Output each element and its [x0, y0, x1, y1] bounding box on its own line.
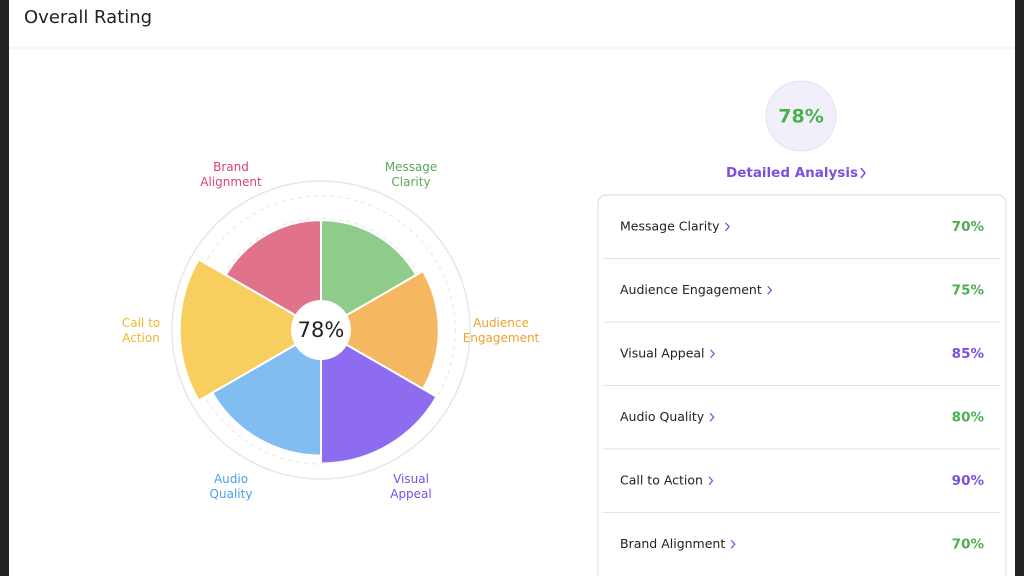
row-label[interactable]: Audience Engagement — [620, 282, 762, 297]
chevron — [725, 222, 730, 232]
row-label[interactable]: Message Clarity — [620, 218, 720, 233]
detail-link[interactable]: Detailed Analysis — [726, 165, 866, 181]
center-score: 78% — [298, 318, 345, 342]
category-label: Brand Alignment — [200, 160, 262, 189]
category-label: Audio Quality — [210, 471, 253, 500]
analysis-row[interactable]: Brand Alignment 70% — [620, 536, 984, 553]
row-value: 70% — [952, 219, 985, 235]
center-disc — [291, 300, 351, 360]
wedge — [319, 269, 440, 391]
row-value: 80% — [952, 409, 985, 425]
wedge — [320, 328, 438, 465]
page-title: Overall Rating — [24, 7, 152, 28]
frame-right — [1015, 0, 1024, 576]
chevron — [710, 349, 715, 359]
row-label[interactable]: Call to Action — [620, 472, 703, 487]
chevron — [860, 167, 866, 179]
row-label[interactable]: Visual Appeal — [620, 345, 705, 360]
chevron — [767, 285, 773, 295]
chevron — [708, 476, 714, 486]
row-label[interactable]: Brand Alignment — [620, 536, 725, 551]
outer-ring — [171, 180, 471, 480]
row-label[interactable]: Audio Quality — [620, 409, 705, 424]
wedge — [320, 219, 418, 332]
polar-chart: Message Clarity Audience Engagement Visual Ap… — [122, 160, 540, 501]
category-label: Audience Engagement — [463, 316, 540, 345]
frame-left — [0, 0, 9, 576]
category-label: Visual Appeal — [390, 471, 432, 500]
chevron — [709, 412, 715, 422]
detail-link-text[interactable]: Detailed Analysis — [726, 165, 858, 181]
row-value: 75% — [952, 282, 985, 298]
analysis-row[interactable]: Message Clarity 70% — [620, 218, 984, 235]
category-label: Call to Action — [122, 316, 160, 345]
wedge — [224, 219, 322, 332]
row-value: 85% — [952, 346, 985, 362]
analysis-row[interactable]: Audio Quality 80% — [620, 409, 984, 426]
category-label: Message Clarity — [385, 160, 438, 189]
analysis-list: Message Clarity 70% Audience Engagement 75%… — [603, 218, 1000, 552]
score-badge — [765, 80, 837, 152]
row-value: 70% — [952, 536, 985, 552]
score-value: 78% — [778, 106, 823, 128]
row-value: 90% — [952, 473, 985, 489]
chevron — [730, 539, 736, 549]
wedge — [210, 328, 322, 457]
wedge — [178, 257, 323, 403]
analysis-row[interactable]: Call to Action 90% — [620, 472, 984, 489]
analysis-row[interactable]: Visual Appeal 85% — [620, 345, 984, 362]
analysis-row[interactable]: Audience Engagement 75% — [620, 282, 984, 299]
